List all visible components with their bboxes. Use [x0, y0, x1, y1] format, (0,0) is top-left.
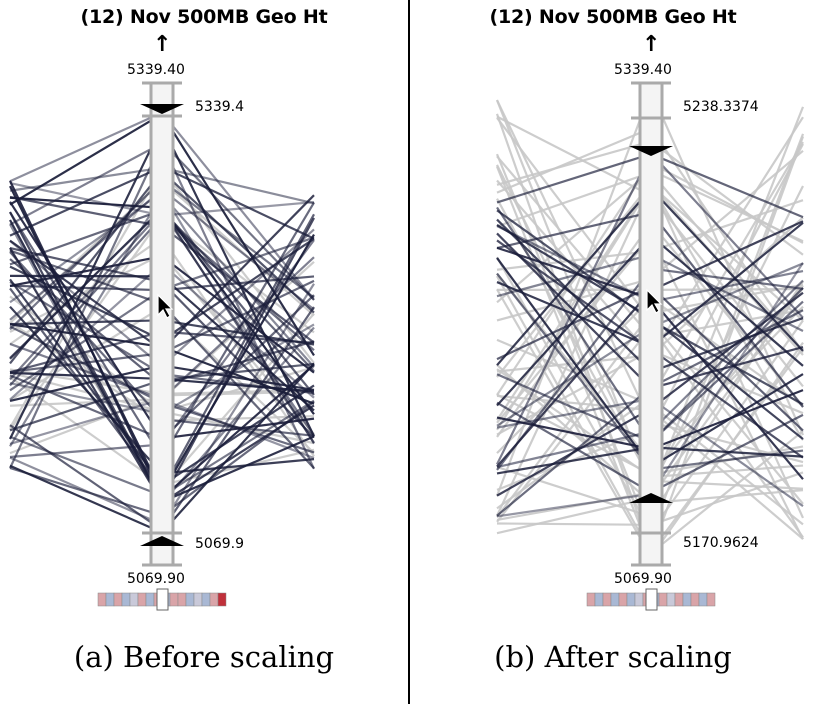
color-scale-thumb [645, 588, 658, 611]
color-scale-cell [209, 592, 219, 607]
lower-handle-value: 5170.9624 [683, 535, 759, 551]
lower-triangle-handle-icon [140, 536, 184, 546]
color-scale-cell [185, 592, 195, 607]
color-scale-cell [682, 592, 692, 607]
color-scale-cell [610, 592, 620, 607]
upper-handle-value: 5339.4 [195, 99, 244, 115]
axis-min-label: 5069.90 [614, 571, 672, 587]
color-scale-cell [177, 592, 187, 607]
axis-bar [149, 81, 175, 567]
axis-max-label: 5339.40 [614, 62, 672, 78]
up-arrow-icon: ↑ [153, 32, 172, 57]
panel-before-scaling: (12) Nov 500MB Geo Ht ↑ 5339.40 5339.4 5… [0, 0, 408, 704]
color-scale-cell [201, 592, 211, 607]
color-scale-cell [618, 592, 628, 607]
caption: (a) Before scaling [73, 640, 335, 674]
upper-triangle-handle-icon [629, 146, 673, 156]
color-scale-bar [97, 588, 227, 611]
color-scale-cell [674, 592, 684, 607]
color-scale-cell [666, 592, 676, 607]
color-scale-bar [586, 588, 716, 611]
lower-triangle-handle-icon [629, 493, 673, 503]
caption: (b) After scaling [494, 640, 732, 674]
parallel-coordinates-plot[interactable] [0, 0, 408, 704]
color-scale-cell [217, 592, 227, 607]
axis-title: (12) Nov 500MB Geo Ht [489, 6, 737, 28]
axis-min-label: 5069.90 [127, 571, 185, 587]
color-scale-cell [97, 592, 107, 607]
color-scale-cell [137, 592, 147, 607]
color-scale-cell [145, 592, 155, 607]
color-scale-cell [113, 592, 123, 607]
color-scale-cell [626, 592, 636, 607]
color-scale-cell [129, 592, 139, 607]
color-scale-cell [169, 592, 179, 607]
upper-triangle-handle-icon [140, 104, 184, 114]
color-scale-cell [594, 592, 604, 607]
color-scale-cell [586, 592, 596, 607]
color-scale-cell [634, 592, 644, 607]
color-scale-cell [602, 592, 612, 607]
upper-handle-value: 5238.3374 [683, 99, 759, 115]
color-scale-thumb [156, 588, 169, 611]
axis-title: (12) Nov 500MB Geo Ht [80, 6, 328, 28]
cursor-icon [157, 293, 174, 319]
panel-after-scaling: (12) Nov 500MB Geo Ht ↑ 5339.40 5238.337… [409, 0, 817, 704]
color-scale-cell [698, 592, 708, 607]
axis-max-label: 5339.40 [127, 62, 185, 78]
color-scale-cell [193, 592, 203, 607]
cursor-icon [646, 288, 663, 314]
color-scale-cell [706, 592, 716, 607]
lower-handle-value: 5069.9 [195, 536, 244, 552]
color-scale-cell [105, 592, 115, 607]
color-scale-cell [658, 592, 668, 607]
up-arrow-icon: ↑ [642, 32, 661, 57]
color-scale-cell [121, 592, 131, 607]
color-scale-cell [690, 592, 700, 607]
divider [408, 0, 410, 704]
parallel-coordinates-plot[interactable] [409, 0, 817, 704]
